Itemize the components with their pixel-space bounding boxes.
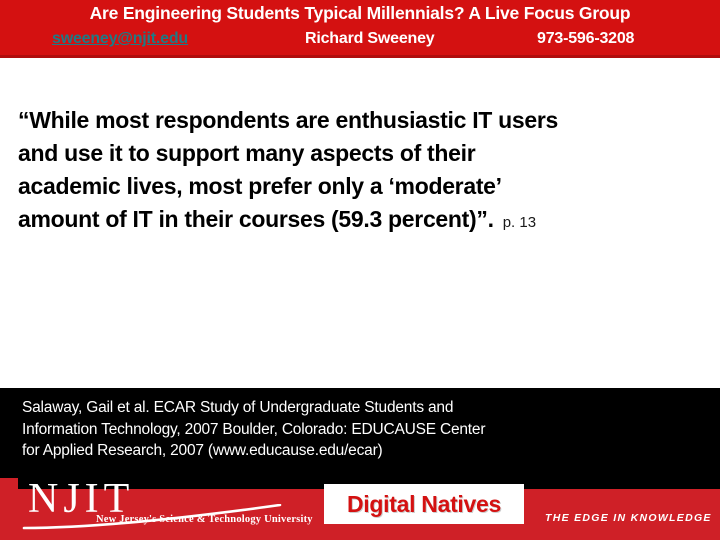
quote-line-4: amount of IT in their courses (59.3 perc… xyxy=(18,203,704,239)
njit-wordmark: NJIT xyxy=(28,476,135,522)
quote-line-3: academic lives, most prefer only a ‘mode… xyxy=(18,173,502,199)
page-title: Are Engineering Students Typical Millenn… xyxy=(89,3,631,23)
digital-natives-callout: Digital Natives xyxy=(324,484,524,524)
quote-line-2: and use it to support many aspects of th… xyxy=(18,140,476,166)
quote-block: “While most respondents are enthusiastic… xyxy=(18,104,704,239)
citation-line-3: for Applied Research, 2007 (www.educause… xyxy=(22,442,383,459)
header-contact-row: sweeney@njit.edu Richard Sweeney 973-596… xyxy=(0,30,720,54)
header-band: Are Engineering Students Typical Millenn… xyxy=(0,0,720,58)
quote-line-1: “While most respondents are enthusiastic… xyxy=(18,107,558,133)
njit-logo: NJIT New Jersey's Science & Technology U… xyxy=(22,478,313,534)
digital-natives-label: Digital Natives xyxy=(347,490,501,517)
citation-band: Salaway, Gail et al. ECAR Study of Under… xyxy=(0,388,720,490)
presenter-name: Richard Sweeney xyxy=(305,30,435,47)
quote-line-4-text: amount of IT in their courses (59.3 perc… xyxy=(18,206,494,232)
page-reference: p. 13 xyxy=(502,214,537,231)
citation-line-2: Information Technology, 2007 Boulder, Co… xyxy=(22,420,486,438)
njit-tagline: New Jersey's Science & Technology Univer… xyxy=(96,514,313,525)
citation-text: Salaway, Gail et al. ECAR Study of Under… xyxy=(22,397,698,462)
edge-tagline: THE EDGE IN KNOWLEDGE xyxy=(545,512,712,524)
njit-swoosh-icon xyxy=(22,504,284,530)
email-link[interactable]: sweeney@njit.edu xyxy=(52,30,188,47)
phone-number: 973-596-3208 xyxy=(537,30,635,47)
footer-black-overlap xyxy=(18,478,720,489)
citation-line-1: Salaway, Gail et al. ECAR Study of Under… xyxy=(22,399,454,416)
